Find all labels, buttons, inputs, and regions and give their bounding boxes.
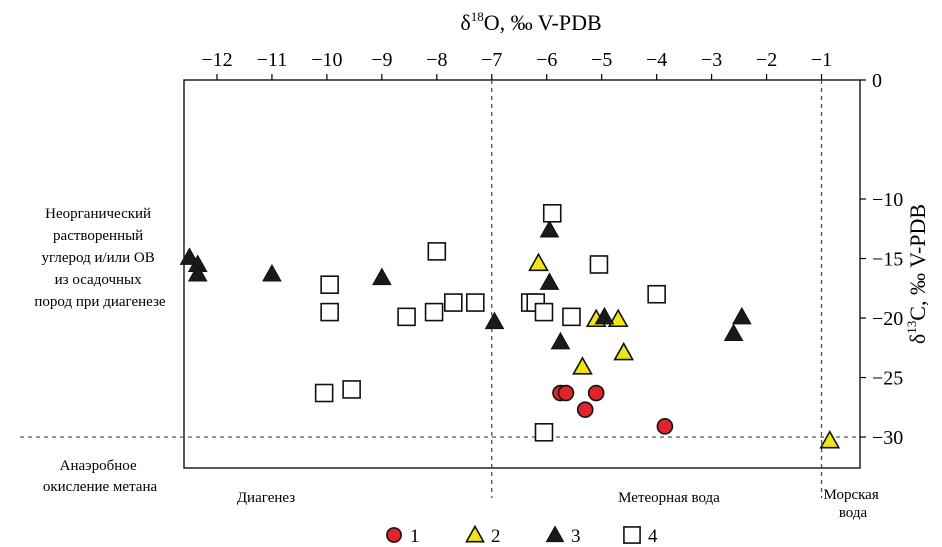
x-tick-label: −9 <box>371 49 392 71</box>
legend-marker-4 <box>623 526 641 544</box>
series-4-point <box>534 302 554 322</box>
series-4-point <box>427 242 447 261</box>
series-4-point <box>465 293 485 312</box>
series-3-point <box>484 311 505 330</box>
side-label-lower: Анаэробное окисление метана <box>43 458 158 495</box>
legend-label-2: 2 <box>491 526 501 547</box>
y-tick-label: −25 <box>872 368 903 390</box>
series-2-point <box>528 252 549 272</box>
zone-label-marine-line2: вода <box>839 505 868 521</box>
x-tick-label: −6 <box>536 49 557 71</box>
series-4-point <box>424 302 444 322</box>
series-1-point <box>587 384 605 402</box>
series-4-point <box>589 255 609 274</box>
legend: 1 2 3 4 <box>386 524 658 547</box>
series-4-point <box>320 275 339 295</box>
series-1-point <box>557 384 575 402</box>
series-3-point <box>371 267 392 286</box>
y-axis-title: δ13C, ‰ V-PDB <box>904 204 930 344</box>
zone-label-meteoric-water: Метеорная вода <box>618 490 720 506</box>
series-2-point <box>607 308 629 328</box>
x-tick-label: −5 <box>591 49 612 71</box>
series-4-point <box>314 383 334 403</box>
zone-label-marine-water: Морская вода <box>824 487 883 521</box>
legend-label-3: 3 <box>571 526 581 547</box>
x-axis-title: δ18O, ‰ V-PDB <box>460 9 601 35</box>
series-3-point <box>187 263 208 282</box>
y-tick-label: −10 <box>872 189 903 211</box>
y-tick-label: −15 <box>872 249 903 271</box>
y-tick-label: −30 <box>872 427 903 449</box>
x-tick-label: −3 <box>701 49 722 71</box>
series-3-point <box>179 247 200 265</box>
series-3-point <box>723 323 744 342</box>
series-4-point <box>342 380 361 399</box>
y-tick-label: −20 <box>872 308 903 330</box>
legend-label-4: 4 <box>648 526 658 547</box>
zone-label-marine-line1: Морская <box>824 487 879 503</box>
series-4-point <box>397 307 416 327</box>
series-4-point <box>542 204 562 223</box>
series-3-point <box>539 272 560 290</box>
series-1-point <box>576 401 594 418</box>
series-2-point <box>819 429 841 449</box>
series-4-point <box>534 422 554 442</box>
series-3-point <box>262 263 282 282</box>
plot-frame <box>183 79 861 469</box>
series-3-point <box>539 219 560 238</box>
x-tick-label: −11 <box>257 49 288 71</box>
legend-label-1: 1 <box>410 526 420 547</box>
x-tick-label: −8 <box>426 49 447 71</box>
series-2-point <box>613 341 635 361</box>
series-3-point <box>731 306 752 325</box>
x-tick-label: −10 <box>311 49 342 71</box>
legend-marker-1 <box>386 527 402 543</box>
series-4-point <box>320 302 339 322</box>
legend-marker-3 <box>545 525 565 543</box>
series-2-point <box>572 356 593 375</box>
y-tick-label: 0 <box>872 70 882 92</box>
x-tick-label: −4 <box>646 49 667 71</box>
x-tick-label: −12 <box>201 49 232 71</box>
x-tick-label: −7 <box>481 49 502 71</box>
x-tick-label: −1 <box>811 49 832 71</box>
legend-marker-2 <box>465 524 485 543</box>
series-4-point <box>647 284 666 304</box>
side-label-upper: Неорганический растворенный углерод и/ил… <box>34 206 166 310</box>
series-4-point <box>444 293 463 312</box>
zone-label-diagenesis: Диагенез <box>237 490 295 506</box>
series-1-point <box>656 418 674 435</box>
x-tick-label: −2 <box>756 49 777 71</box>
series-3-point <box>594 306 615 325</box>
series-4-point <box>562 307 581 327</box>
series-3-point <box>550 331 571 350</box>
